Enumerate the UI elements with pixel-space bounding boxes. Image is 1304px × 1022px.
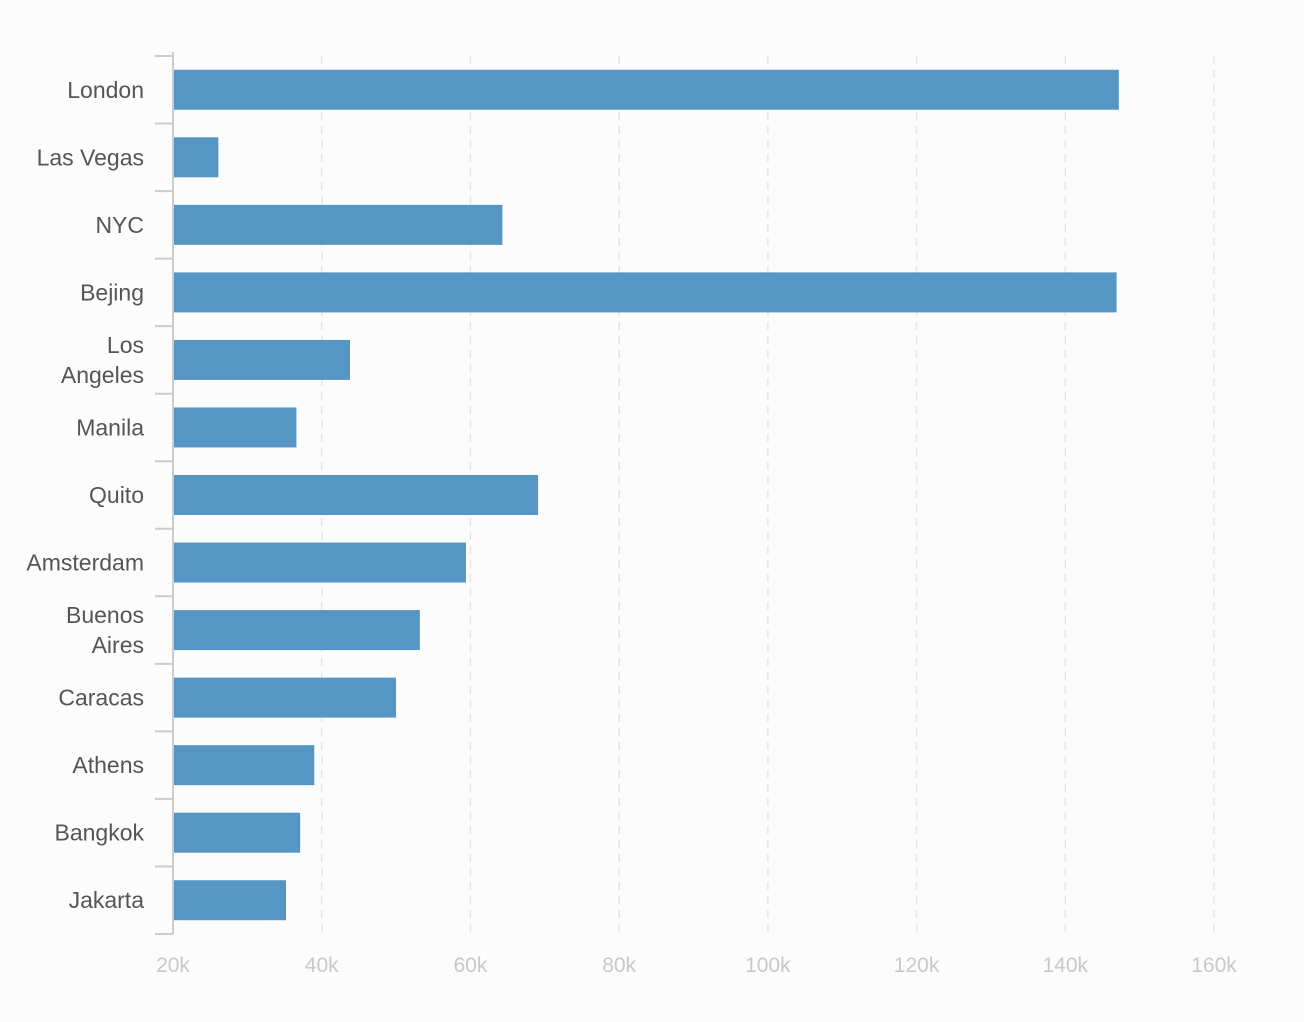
category-label: Bangkok bbox=[54, 820, 144, 846]
category-label: Manila bbox=[76, 414, 144, 440]
category-label: Amsterdam bbox=[26, 550, 144, 576]
x-tick-label: 80k bbox=[602, 954, 636, 977]
bar-london bbox=[174, 69, 1119, 110]
bar-bangkok bbox=[174, 812, 301, 853]
bar-bejing bbox=[174, 272, 1117, 313]
bar-jakarta bbox=[174, 880, 287, 921]
bar-caracas bbox=[174, 677, 397, 718]
x-tick-label: 60k bbox=[453, 954, 487, 977]
bar-los-angeles bbox=[174, 339, 350, 380]
x-tick-label: 40k bbox=[305, 954, 339, 977]
bar-amsterdam bbox=[174, 542, 466, 583]
bar-quito bbox=[174, 475, 539, 515]
x-tick-label: 120k bbox=[894, 954, 940, 977]
bar-las-vegas bbox=[174, 137, 219, 178]
bar-nyc bbox=[174, 204, 503, 245]
bar-athens bbox=[174, 745, 315, 786]
category-label: Jakarta bbox=[69, 887, 145, 913]
category-label: Bejing bbox=[80, 279, 144, 305]
bar-buenos-aires bbox=[174, 610, 420, 651]
category-label: Aires bbox=[92, 632, 144, 658]
category-label: Caracas bbox=[58, 685, 144, 711]
x-tick-label: 160k bbox=[1191, 954, 1237, 977]
x-tick-label: 100k bbox=[745, 954, 791, 977]
category-label: Las Vegas bbox=[37, 144, 144, 170]
category-label: Los bbox=[107, 332, 144, 358]
x-tick-label: 20k bbox=[156, 954, 190, 977]
category-label: Athens bbox=[72, 752, 144, 778]
category-label: Quito bbox=[89, 482, 144, 508]
bar-manila bbox=[174, 407, 297, 448]
category-label: London bbox=[67, 77, 144, 103]
category-label: NYC bbox=[95, 212, 144, 238]
category-label: Angeles bbox=[61, 362, 144, 388]
category-label: Buenos bbox=[66, 602, 144, 628]
x-tick-label: 140k bbox=[1043, 954, 1089, 977]
